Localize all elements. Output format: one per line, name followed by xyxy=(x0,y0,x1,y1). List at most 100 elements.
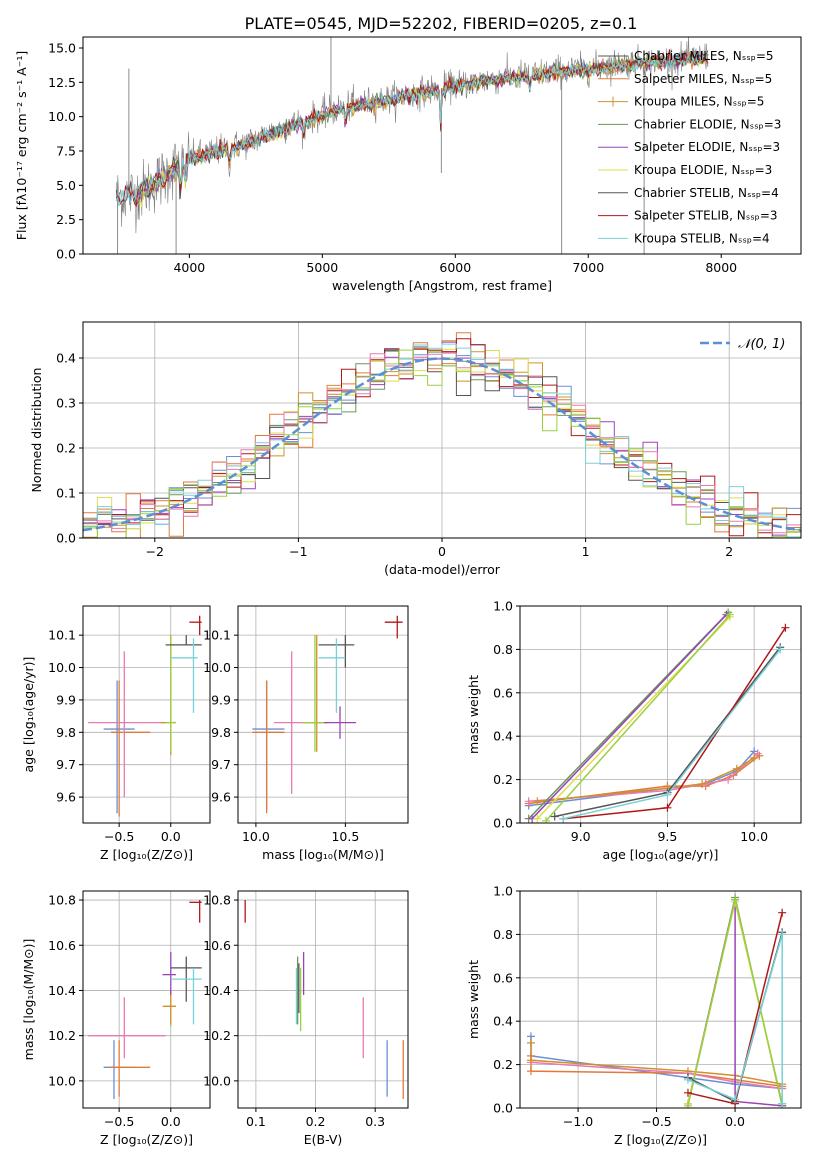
legend-entry: Chabrier ELODIE, Nₛₛₚ=3 xyxy=(634,117,781,131)
data-point xyxy=(559,814,568,823)
data-point xyxy=(778,908,787,917)
data-point xyxy=(550,812,559,821)
y-tick-label: 5.0 xyxy=(56,178,76,193)
y-tick-label: 10.1 xyxy=(48,628,76,643)
y-tick-label: 10.0 xyxy=(48,660,76,675)
y-tick-label: 0.0 xyxy=(493,816,513,831)
y-tick-label: 0.3 xyxy=(56,396,76,411)
y-tick-label: 0.2 xyxy=(56,441,76,456)
panel-residuals: −2 −1 0 1 2 0.0 0.1 0.2 0.3 0.4 (data-model)/error… xyxy=(29,321,802,577)
data-point xyxy=(781,623,790,632)
y-tick-label: 9.6 xyxy=(211,790,231,805)
legend-entry: Salpeter STELIB, Nₛₛₚ=3 xyxy=(634,209,778,223)
series-line-lime xyxy=(545,614,731,822)
model-line-ch_miles xyxy=(135,50,709,202)
legend-entry: Kroupa STELIB, Nₛₛₚ=4 xyxy=(634,231,770,245)
x-axis-label: Z [log₁₀(Z/Z⊙)] xyxy=(614,1132,707,1147)
x-tick-label: 5000 xyxy=(306,260,338,275)
y-tick-label: 15.0 xyxy=(48,40,76,55)
plot-area xyxy=(524,608,790,823)
series-line-kr_stelib xyxy=(563,648,781,820)
x-tick-label: 0.0 xyxy=(161,829,181,844)
axes-frame xyxy=(82,36,802,255)
x-axis-label: (data-model)/error xyxy=(384,562,501,577)
y-axis-label: age [log₁₀(age/yr)] xyxy=(21,657,36,773)
x-axis-label: E(B-V) xyxy=(304,1132,343,1147)
series-line-pink xyxy=(530,1061,783,1090)
y-tick-label: 9.8 xyxy=(211,725,231,740)
x-tick-label: 1 xyxy=(582,544,590,559)
y-tick-label: 10.0 xyxy=(48,1073,76,1088)
grid xyxy=(238,891,408,1108)
panel-weight_vs_Z: −1.0 −0.5 0.0 0.0 0.2 0.4 0.6 0.8 1.0 Z [log₁₀(Z/… xyxy=(466,884,802,1147)
y-tick-label: 9.6 xyxy=(56,790,76,805)
series-line-sa_elodie xyxy=(531,614,727,820)
panel-weight_vs_age: 9.0 9.5 10.0 0.0 0.2 0.4 0.6 0.8 1.0 age [log₁₀(a… xyxy=(466,599,802,862)
data-point xyxy=(753,749,762,758)
y-tick-label: 0.4 xyxy=(493,1014,513,1029)
data-point xyxy=(542,816,551,823)
y-tick-label: 10.0 xyxy=(203,1073,231,1088)
data-point xyxy=(731,1095,740,1104)
data-point xyxy=(778,1099,787,1108)
x-tick-label: −1.0 xyxy=(563,1114,593,1129)
panel-mass_vs_Z: −0.5 0.0 10.0 10.2 10.4 10.6 10.8 Z [log₁₀(Z/Z⊙… xyxy=(21,890,211,1147)
data-point xyxy=(663,803,672,812)
legend-entry: Salpeter ELODIE, Nₛₛₚ=3 xyxy=(634,140,780,154)
legend-entry: Chabrier STELIB, Nₛₛₚ=4 xyxy=(634,186,779,200)
series-line-pink xyxy=(528,753,759,803)
y-tick-label: 0.8 xyxy=(493,927,513,942)
plot-area xyxy=(252,615,403,814)
x-tick-label: 6000 xyxy=(439,260,471,275)
grid xyxy=(83,891,210,1108)
x-axis-label: Z [log₁₀(Z/Z⊙)] xyxy=(100,847,193,862)
y-tick-label: 10.0 xyxy=(203,660,231,675)
data-point xyxy=(732,764,741,773)
model-line-sa_elodie xyxy=(135,52,709,203)
y-tick-label: 9.7 xyxy=(211,757,231,772)
figure-title: PLATE=0545, MJD=52202, FIBERID=0205, z=0… xyxy=(245,14,638,33)
plot-area xyxy=(88,900,202,1099)
y-tick-label: 0.0 xyxy=(493,1101,513,1116)
data-point xyxy=(731,895,740,904)
x-tick-label: −1 xyxy=(289,544,307,559)
x-tick-label: 8000 xyxy=(705,260,737,275)
x-tick-label: 0 xyxy=(438,544,446,559)
y-tick-label: 0.2 xyxy=(493,1057,513,1072)
data-point xyxy=(778,930,787,939)
x-tick-label: −0.5 xyxy=(641,1114,671,1129)
y-tick-label: 1.0 xyxy=(493,599,513,614)
data-point xyxy=(526,1067,535,1076)
y-axis-label: mass [log₁₀(M/M⊙)] xyxy=(21,939,36,1061)
y-tick-label: 10.8 xyxy=(48,893,76,908)
y-tick-label: 10.4 xyxy=(203,983,231,998)
x-tick-label: 10.5 xyxy=(331,829,359,844)
series-line-kr_stelib xyxy=(687,934,783,1104)
y-tick-label: 10.2 xyxy=(48,1028,76,1043)
x-tick-label: 2 xyxy=(725,544,733,559)
y-tick-label: 0.6 xyxy=(493,970,513,985)
data-point xyxy=(750,753,759,762)
plot-area xyxy=(244,900,404,1099)
histogram-kr_stelib xyxy=(83,343,801,538)
x-axis-label: age [log₁₀(age/yr)] xyxy=(603,847,719,862)
panel-mass_vs_ebv: 0.1 0.2 0.3 10.0 10.2 10.4 10.6 10.8 E(B-V) xyxy=(203,890,409,1147)
plot-area xyxy=(83,332,801,538)
y-tick-label: 0.4 xyxy=(493,729,513,744)
legend-entry: Kroupa ELODIE, Nₛₛₚ=3 xyxy=(634,163,772,177)
y-tick-label: 0.8 xyxy=(493,642,513,657)
axes-frame xyxy=(519,890,802,1109)
y-tick-label: 0.0 xyxy=(56,247,76,262)
model-line-kr_stelib xyxy=(115,52,709,207)
data-point xyxy=(683,1088,692,1097)
y-tick-label: 9.7 xyxy=(56,757,76,772)
data-point xyxy=(526,1038,535,1047)
data-point xyxy=(683,1101,692,1108)
y-axis-label: mass weight xyxy=(466,675,481,754)
data-point xyxy=(524,797,533,806)
y-tick-label: 0.2 xyxy=(493,772,513,787)
axes-frame xyxy=(82,890,211,1109)
y-axis-label: Normed distribution xyxy=(29,368,44,493)
x-tick-label: 9.5 xyxy=(657,829,677,844)
legend-entry: 𝒩(0, 1) xyxy=(738,337,785,352)
